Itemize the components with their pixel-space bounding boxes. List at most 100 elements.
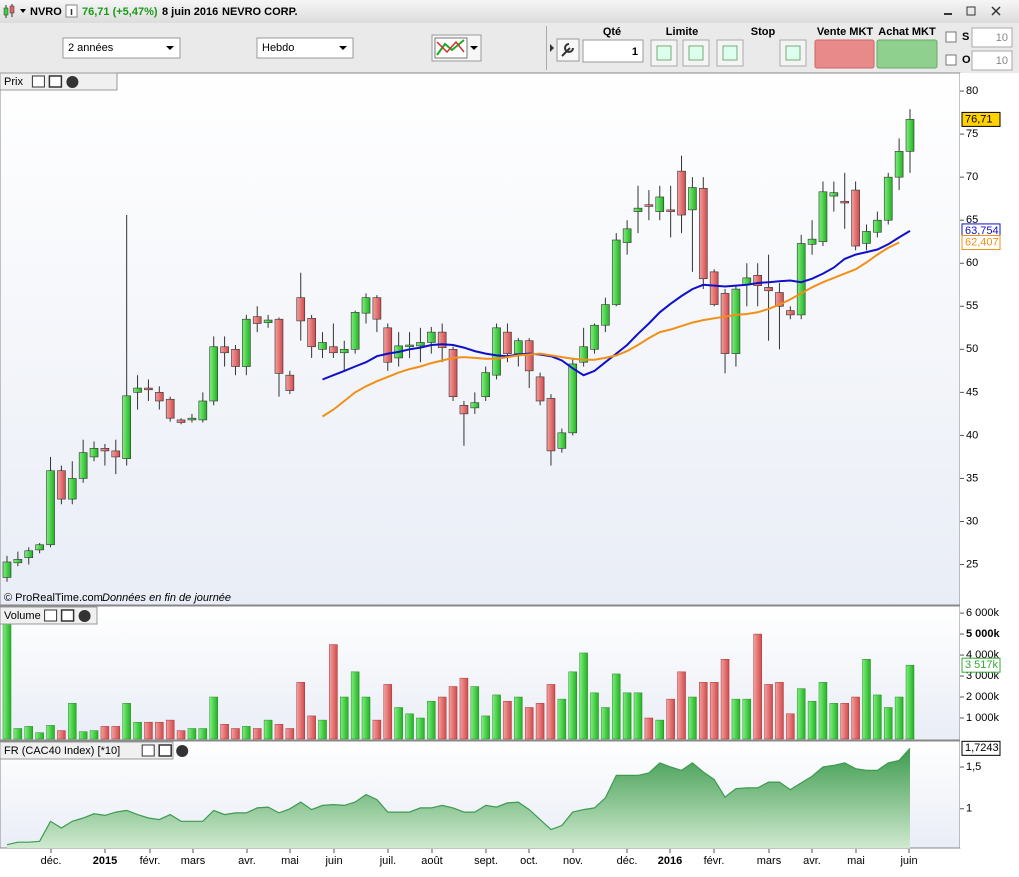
- symbol-menu-arrow[interactable]: [20, 9, 26, 13]
- volume-bar: [862, 659, 871, 740]
- value-tag-label: 1,7243: [965, 742, 999, 754]
- candle-body: [274, 318, 284, 374]
- candle-body: [2, 561, 12, 578]
- o-input[interactable]: [971, 50, 1013, 71]
- panel-settings-button[interactable]: [141, 744, 155, 757]
- y-tick-label: 3 000k: [966, 670, 1000, 682]
- candle-body: [644, 204, 654, 207]
- value-tag: [961, 111, 1001, 127]
- volume-bar: [753, 633, 762, 740]
- candle-body: [601, 304, 610, 326]
- o-checkbox[interactable]: [945, 54, 957, 66]
- y-tick-label: 1 000k: [966, 712, 1000, 724]
- right-axis: [960, 73, 1019, 848]
- value-tag: [961, 235, 1001, 251]
- candle-body: [285, 374, 295, 391]
- x-tick-label: nov.: [563, 855, 583, 867]
- candle-body: [78, 452, 88, 479]
- volume-bar: [905, 664, 915, 740]
- period-select[interactable]: 2 années: [62, 37, 181, 59]
- qty-label: Qté: [603, 26, 621, 38]
- volume-bar: [78, 731, 88, 740]
- panel-label: Volume: [4, 610, 41, 622]
- interval-select[interactable]: Hebdo: [256, 37, 354, 59]
- s-input[interactable]: [971, 27, 1013, 48]
- candle-body: [242, 318, 251, 367]
- maximize[interactable]: [966, 6, 976, 16]
- volume-bar: [198, 728, 208, 740]
- y-tick-label: 1,5: [966, 761, 981, 773]
- x-axis: [0, 849, 1019, 872]
- candle-body: [579, 346, 588, 363]
- volume-bar: [535, 703, 545, 740]
- sell-market-button[interactable]: [814, 39, 875, 69]
- candle-body: [568, 363, 578, 434]
- volume-bar: [176, 730, 186, 740]
- collapse-arrow[interactable]: [550, 44, 554, 52]
- candle-body: [231, 349, 240, 367]
- panel-window-button[interactable]: [48, 75, 63, 88]
- candle-body: [709, 271, 719, 305]
- candle-body: [775, 292, 784, 307]
- panel-window-button[interactable]: [60, 609, 75, 622]
- candle-body: [24, 550, 34, 558]
- volume-bar: [252, 728, 262, 740]
- candle-body: [666, 209, 675, 212]
- panel-window-button[interactable]: [158, 744, 172, 757]
- candle-body: [873, 219, 882, 233]
- volume-bar: [546, 684, 556, 740]
- candle-body: [720, 293, 730, 354]
- volume-bar: [840, 703, 849, 740]
- volume-bar: [231, 728, 240, 740]
- volume-bar: [709, 682, 719, 740]
- order-icon: [785, 45, 801, 61]
- candle-body: [405, 344, 414, 348]
- volume-bar: [829, 703, 839, 740]
- s-label: S: [962, 31, 969, 43]
- candle-body: [437, 331, 447, 348]
- volume-bar: [437, 696, 447, 740]
- buy-market-button[interactable]: [876, 39, 938, 69]
- panel-close-button[interactable]: [78, 610, 91, 622]
- order-button[interactable]: [779, 39, 807, 67]
- volume-bar: [209, 696, 218, 740]
- x-tick-label: avr.: [803, 855, 821, 867]
- qty-input[interactable]: [582, 39, 644, 63]
- candle-body: [144, 387, 153, 391]
- x-tick-label: déc.: [617, 855, 638, 867]
- panel-settings-button[interactable]: [44, 609, 58, 622]
- candle-body: [427, 331, 436, 343]
- y-tick-label: 80: [966, 85, 978, 97]
- volume-bar: [383, 684, 393, 740]
- panel-label: FR (CAC40 Index) [*10]: [4, 745, 120, 757]
- candle-body: [590, 324, 599, 350]
- volume-bar: [274, 724, 284, 740]
- symbol[interactable]: NVRO: [30, 6, 62, 18]
- candle-body: [372, 297, 382, 320]
- volume-bar: [851, 696, 860, 740]
- candle-body: [503, 331, 512, 354]
- chart-style-button[interactable]: [431, 34, 482, 62]
- panel-close-button[interactable]: [66, 76, 79, 88]
- y-tick-label: 35: [966, 472, 978, 484]
- qty: 1: [632, 46, 638, 58]
- volume-bar: [122, 703, 131, 740]
- volume-bar: [285, 728, 295, 740]
- data-note: Données en fin de journée: [102, 592, 231, 604]
- candle-body: [100, 448, 110, 452]
- x-tick-label: août: [421, 855, 442, 867]
- close[interactable]: [991, 6, 1001, 16]
- candle-body: [252, 316, 262, 324]
- candle-body: [481, 372, 490, 397]
- candle-body: [35, 544, 44, 551]
- panel-settings-button[interactable]: [31, 75, 45, 88]
- volume-bar: [633, 692, 643, 740]
- candle-body: [905, 119, 915, 152]
- panel-close-button[interactable]: [176, 745, 189, 757]
- volume-bar: [612, 673, 621, 740]
- volume-bar: [775, 682, 784, 740]
- settings-button[interactable]: [556, 38, 580, 62]
- s-checkbox[interactable]: [945, 31, 957, 43]
- volume-bar: [307, 715, 316, 740]
